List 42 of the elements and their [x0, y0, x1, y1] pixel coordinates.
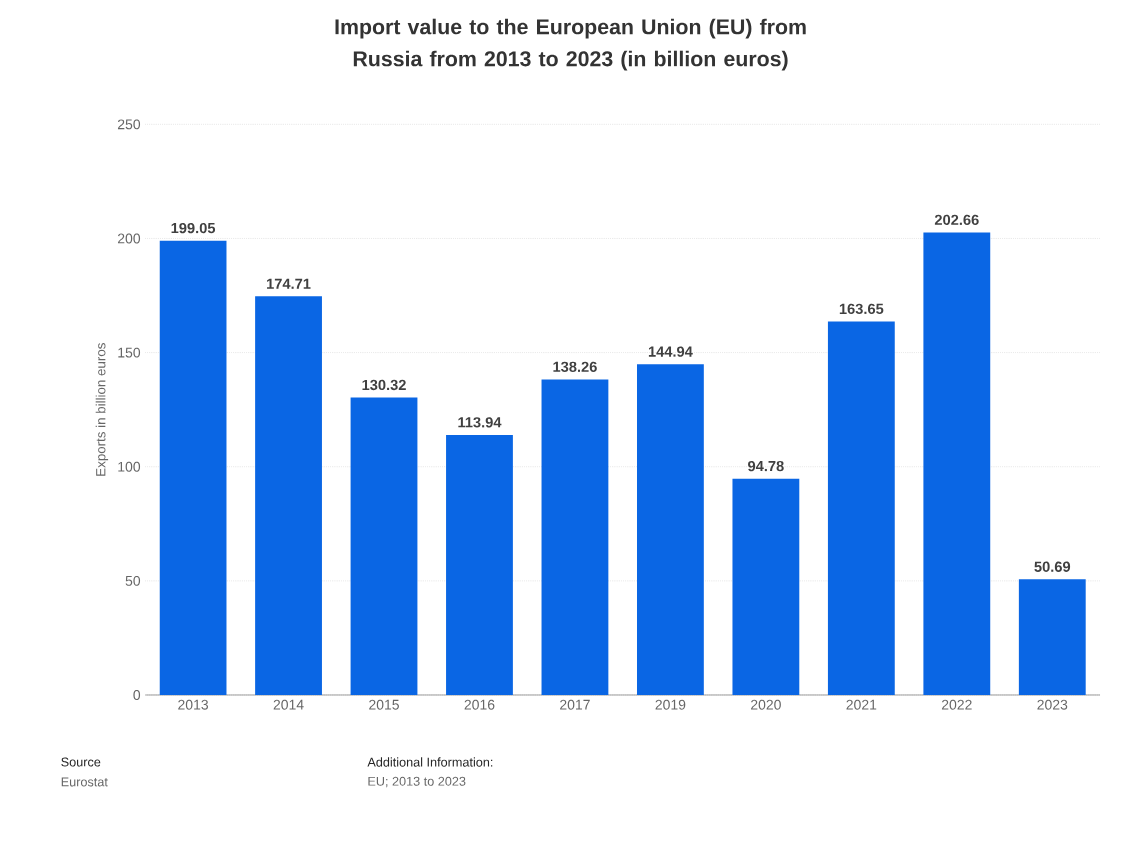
x-tick-label: 2022	[941, 699, 972, 710]
x-tick-label: 2016	[464, 699, 495, 710]
bar	[827, 321, 895, 695]
data-label: 144.94	[648, 346, 693, 357]
data-label: 199.05	[171, 222, 216, 234]
x-tick-label: 2013	[178, 699, 209, 710]
data-label: 113.94	[458, 417, 502, 428]
x-tick-label: 2021	[846, 699, 877, 710]
chart-title: Import value to the European Union (EU) from Russia from 2013 to 2023 (in billion euros)	[335, 18, 806, 71]
bar	[255, 296, 322, 695]
text: Eurostat	[61, 777, 108, 787]
text: Additional Information:	[367, 757, 493, 767]
bar	[446, 434, 513, 695]
data-label: 163.65	[839, 303, 884, 315]
x-tick-label: 2017	[560, 699, 590, 710]
x-tick-label: 2019	[655, 699, 686, 710]
text: Source	[61, 757, 101, 767]
bar	[923, 232, 991, 695]
bar	[159, 240, 227, 695]
x-tick-label: 2014	[273, 699, 304, 710]
x-tick-label: 2023	[1037, 699, 1068, 710]
data-label: 94.78	[748, 460, 784, 472]
data-label: 50.69	[1034, 561, 1071, 572]
y-tick-label: 50	[125, 575, 141, 586]
data-label: 130.32	[362, 379, 406, 391]
y-tick-label: 100	[118, 461, 141, 472]
y-axis-title: Exports in billion euros	[95, 343, 109, 476]
x-tick-label: 2020	[751, 699, 781, 710]
x-tick-label: 2015	[369, 699, 399, 710]
y-tick-label: 200	[117, 233, 141, 244]
y-tick-label: 0	[133, 690, 141, 700]
bar	[541, 379, 609, 695]
data-label: 174.71	[267, 278, 311, 289]
text: EU; 2013 to 2023	[368, 776, 466, 788]
data-label: 202.66	[934, 214, 979, 226]
y-tick-label: 150	[118, 347, 141, 358]
data-label: 138.26	[553, 361, 597, 373]
bar	[732, 478, 800, 695]
bar	[1018, 579, 1086, 695]
y-tick-label: 250	[117, 119, 141, 130]
bar	[637, 364, 704, 695]
bar	[350, 397, 418, 695]
